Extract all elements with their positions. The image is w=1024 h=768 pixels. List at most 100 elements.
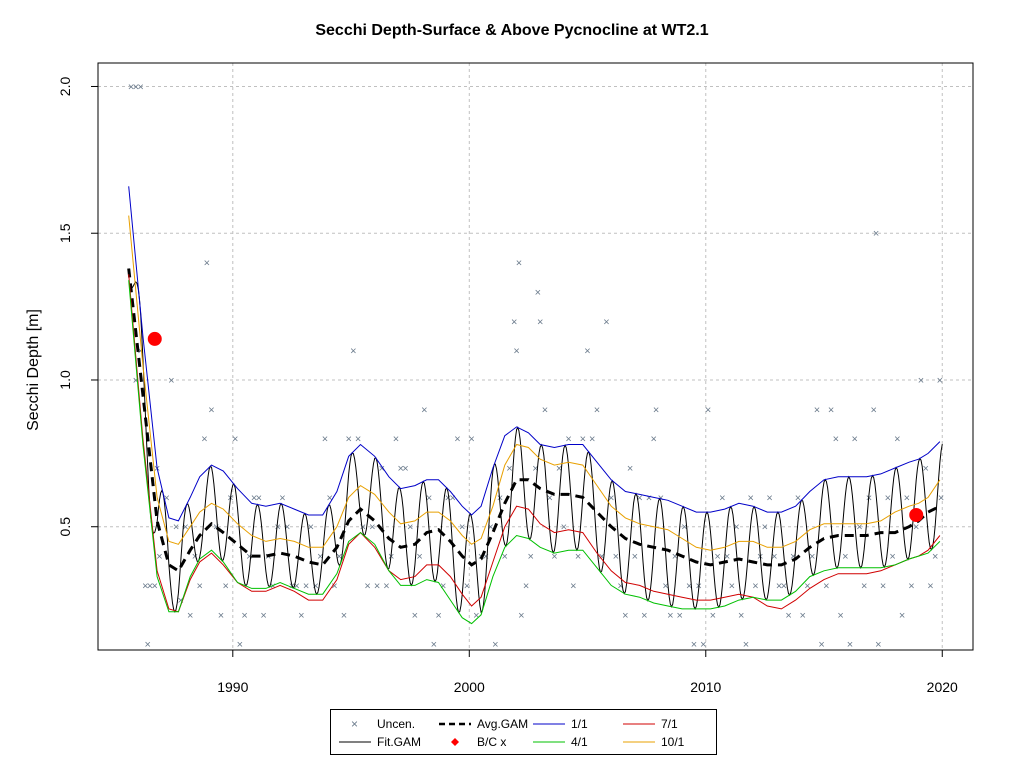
uncen-point: × bbox=[691, 639, 697, 651]
uncen-point: × bbox=[622, 610, 628, 622]
uncen-point: × bbox=[416, 551, 422, 563]
uncen-point: × bbox=[345, 434, 351, 446]
uncen-point: × bbox=[222, 580, 228, 592]
uncen-point: × bbox=[667, 610, 673, 622]
uncen-point: × bbox=[556, 463, 562, 475]
uncen-point: × bbox=[781, 580, 787, 592]
uncen-point: × bbox=[133, 375, 139, 387]
series-line-d1_1 bbox=[128, 186, 941, 522]
uncen-point: × bbox=[201, 434, 207, 446]
uncen-point: × bbox=[646, 492, 652, 504]
uncen-point: × bbox=[747, 492, 753, 504]
legend-label-4-1: 4/1 bbox=[571, 735, 588, 749]
uncen-point: × bbox=[856, 522, 862, 534]
uncen-point: × bbox=[714, 551, 720, 563]
uncen-point: × bbox=[279, 492, 285, 504]
uncen-point: × bbox=[565, 434, 571, 446]
legend-swatch-7-1 bbox=[623, 723, 655, 725]
uncen-point: × bbox=[677, 610, 683, 622]
uncen-point: × bbox=[894, 434, 900, 446]
legend-label-7-1: 7/1 bbox=[661, 717, 678, 731]
uncen-point: × bbox=[336, 551, 342, 563]
uncen-point: × bbox=[397, 463, 403, 475]
x-tick-label: 2000 bbox=[454, 679, 485, 695]
legend-swatch-1-1 bbox=[533, 723, 565, 725]
uncen-point: × bbox=[823, 580, 829, 592]
legend-label-fit: Fit.GAM bbox=[377, 735, 421, 749]
uncen-point: × bbox=[710, 610, 716, 622]
uncen-point: × bbox=[407, 522, 413, 534]
uncen-point: × bbox=[251, 492, 257, 504]
uncen-point: × bbox=[922, 463, 928, 475]
uncen-point: × bbox=[814, 404, 820, 416]
uncen-point: × bbox=[918, 375, 924, 387]
series-line-d10_1 bbox=[128, 215, 941, 551]
uncen-point: × bbox=[208, 404, 214, 416]
uncen-point: × bbox=[454, 434, 460, 446]
uncen-point: × bbox=[152, 580, 158, 592]
uncen-point: × bbox=[719, 492, 725, 504]
uncen-point: × bbox=[293, 580, 299, 592]
uncen-point: × bbox=[502, 551, 508, 563]
uncen-point: × bbox=[440, 580, 446, 592]
uncen-point: × bbox=[374, 580, 380, 592]
uncen-point: × bbox=[580, 434, 586, 446]
uncen-point: × bbox=[603, 316, 609, 328]
uncen-point: × bbox=[932, 551, 938, 563]
uncen-point: × bbox=[653, 404, 659, 416]
uncen-point: × bbox=[192, 551, 198, 563]
legend-item-10-1: 10/1 bbox=[621, 734, 684, 750]
fit-gam-line bbox=[131, 281, 943, 614]
uncen-point: × bbox=[833, 434, 839, 446]
uncen-point: × bbox=[743, 639, 749, 651]
uncen-point: × bbox=[636, 492, 642, 504]
uncen-point: × bbox=[426, 492, 432, 504]
uncen-point: × bbox=[937, 375, 943, 387]
uncen-point: × bbox=[904, 492, 910, 504]
uncen-point: × bbox=[128, 81, 134, 93]
uncen-point: × bbox=[468, 434, 474, 446]
x-tick-label: 2010 bbox=[690, 679, 721, 695]
uncen-point: × bbox=[270, 580, 276, 592]
uncen-point: × bbox=[913, 522, 919, 534]
uncen-point: × bbox=[246, 551, 252, 563]
uncen-point: × bbox=[875, 639, 881, 651]
bc-point bbox=[909, 507, 924, 522]
uncen-point: × bbox=[487, 522, 493, 534]
uncen-point: × bbox=[232, 434, 238, 446]
uncen-point: × bbox=[837, 610, 843, 622]
uncen-point: × bbox=[147, 580, 153, 592]
uncen-point: × bbox=[532, 463, 538, 475]
uncen-point: × bbox=[133, 81, 139, 93]
uncen-point: × bbox=[360, 522, 366, 534]
plot-frame bbox=[97, 62, 974, 651]
uncen-point: × bbox=[331, 580, 337, 592]
uncen-point: × bbox=[317, 551, 323, 563]
uncen-point: × bbox=[187, 610, 193, 622]
uncen-point: × bbox=[473, 610, 479, 622]
uncen-point: × bbox=[303, 580, 309, 592]
uncen-point: × bbox=[523, 580, 529, 592]
uncen-point: × bbox=[672, 551, 678, 563]
uncen-point: × bbox=[178, 595, 184, 607]
uncen-point: × bbox=[182, 522, 188, 534]
chart-title: Secchi Depth-Surface & Above Pycnocline … bbox=[315, 22, 709, 39]
uncen-point: × bbox=[594, 404, 600, 416]
uncen-point: × bbox=[364, 580, 370, 592]
uncen-point: × bbox=[589, 434, 595, 446]
uncen-point: × bbox=[241, 610, 247, 622]
uncen-point: × bbox=[355, 434, 361, 446]
uncen-point: × bbox=[511, 316, 517, 328]
uncen-point: × bbox=[369, 522, 375, 534]
uncen-point: × bbox=[213, 522, 219, 534]
uncen-point: × bbox=[776, 580, 782, 592]
uncen-point: × bbox=[537, 316, 543, 328]
uncen-point: × bbox=[551, 551, 557, 563]
x-tick-label: 1990 bbox=[217, 679, 248, 695]
legend-label-bc: B/C x bbox=[477, 735, 507, 749]
uncen-point: × bbox=[598, 551, 604, 563]
legend-swatch-10-1 bbox=[623, 741, 655, 743]
uncen-point: × bbox=[312, 580, 318, 592]
uncen-point: × bbox=[393, 434, 399, 446]
svg-text:×: × bbox=[351, 717, 358, 731]
